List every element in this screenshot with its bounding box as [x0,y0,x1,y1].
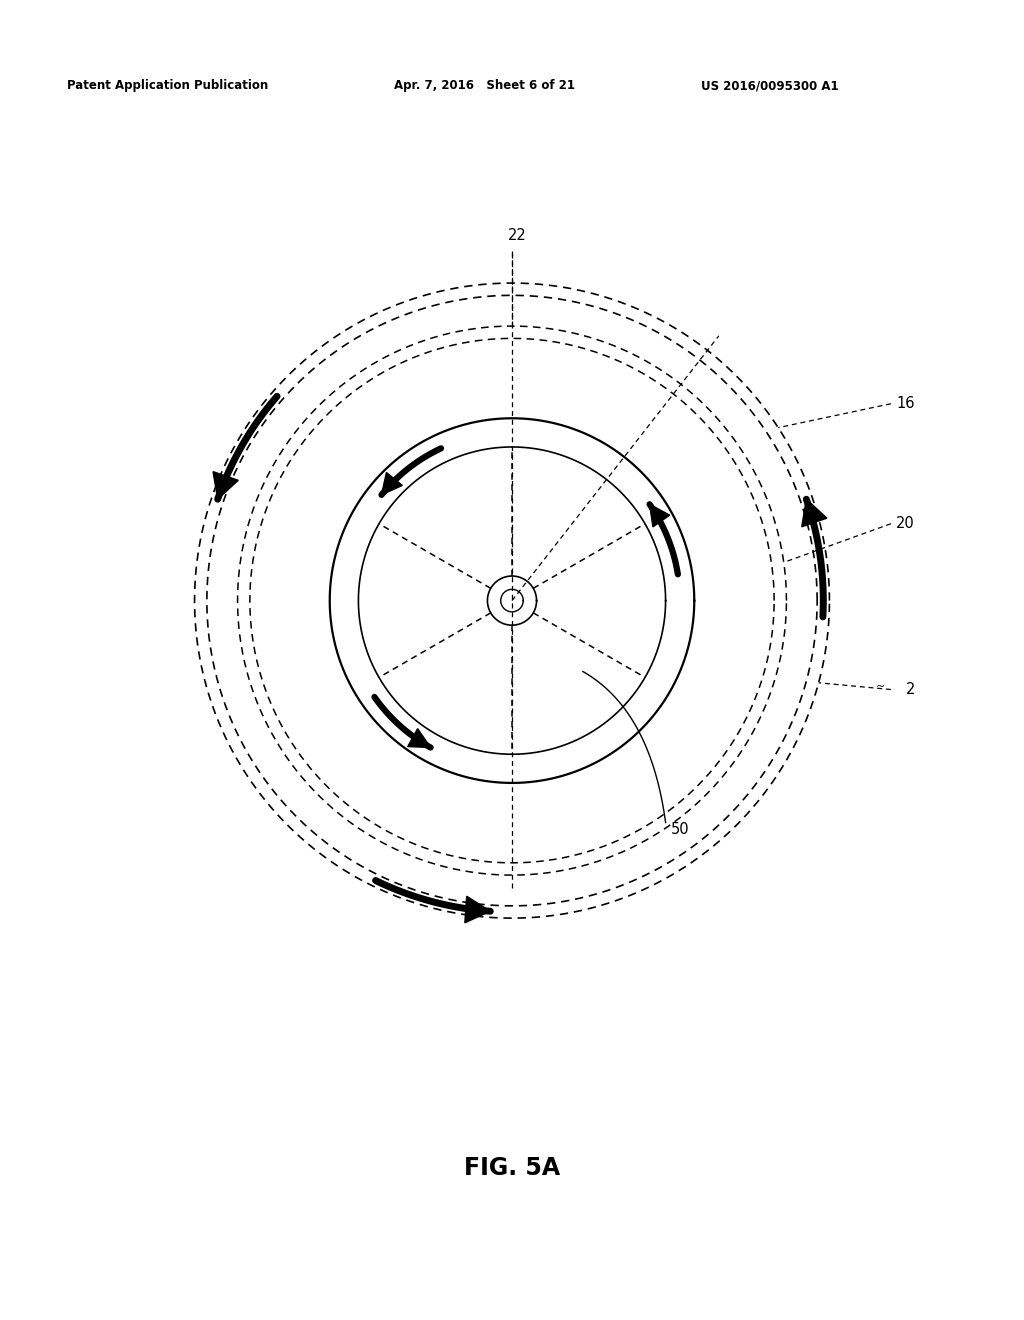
Text: 16: 16 [896,396,914,412]
Polygon shape [465,896,490,923]
Polygon shape [408,729,430,747]
Text: FIG. 5A: FIG. 5A [464,1156,560,1180]
Polygon shape [213,471,239,499]
Text: 20: 20 [896,516,914,531]
Text: 50: 50 [671,821,689,837]
Polygon shape [382,473,402,495]
Text: Patent Application Publication: Patent Application Publication [67,79,268,92]
Polygon shape [649,504,670,527]
Text: ~: ~ [876,682,885,692]
Text: Apr. 7, 2016   Sheet 6 of 21: Apr. 7, 2016 Sheet 6 of 21 [394,79,575,92]
Text: 2: 2 [906,682,915,697]
Text: 22: 22 [508,228,526,243]
Polygon shape [802,499,827,527]
Text: US 2016/0095300 A1: US 2016/0095300 A1 [701,79,839,92]
